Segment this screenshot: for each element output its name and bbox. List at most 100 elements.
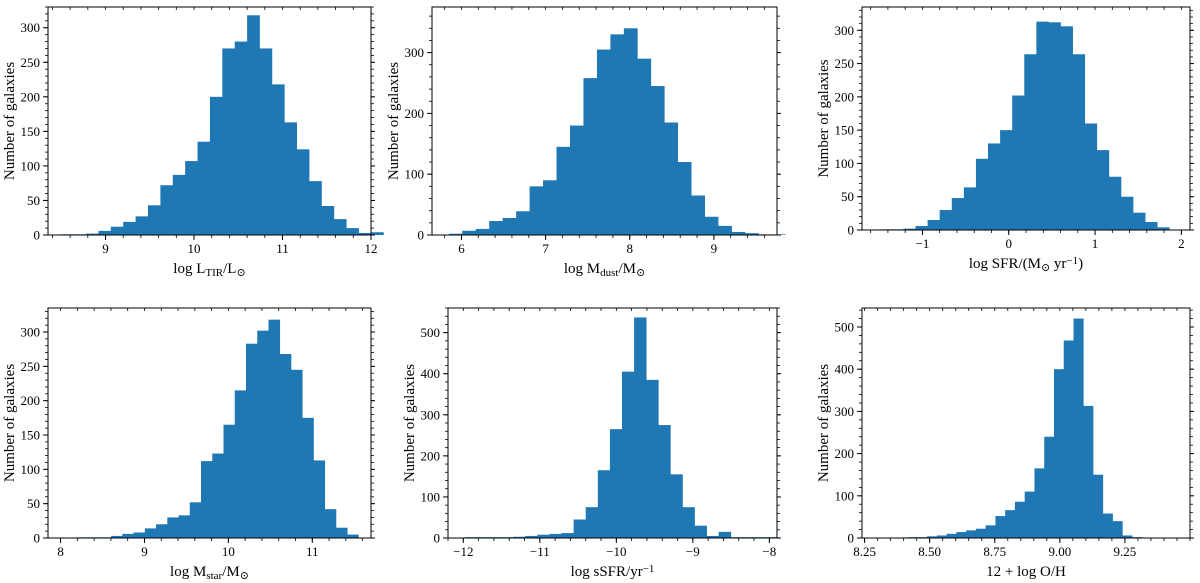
x-tick-label: 12 [365, 241, 378, 256]
x-tick-label: −11 [530, 544, 550, 559]
histogram-bar [561, 533, 574, 538]
histogram-bar [135, 216, 149, 235]
histogram-bar [516, 211, 530, 235]
y-tick-label: 50 [27, 496, 40, 511]
histogram-bar [259, 48, 273, 236]
histogram-bar [1112, 521, 1123, 538]
histogram-bar [573, 519, 587, 538]
y-axis-label: Number of galaxies [386, 62, 402, 180]
histogram-bar [144, 528, 157, 538]
histogram-bar [189, 502, 202, 538]
x-axis-label: 12 + log O/H [986, 564, 1066, 580]
y-tick-label: 500 [421, 325, 441, 340]
y-tick-label: 100 [405, 167, 425, 182]
x-tick-label: 10 [222, 544, 235, 559]
x-tick-label: 11 [276, 241, 289, 256]
histogram-bar [302, 417, 314, 538]
histogram-bar [543, 180, 557, 235]
histogram-bar [664, 122, 679, 235]
histogram-bar [209, 96, 223, 235]
y-tick-label: 200 [21, 89, 41, 104]
histogram-bar [650, 86, 665, 235]
histogram-bar [111, 535, 123, 538]
histogram-bar [279, 354, 292, 538]
histogram-bar [268, 319, 281, 538]
x-axis-label: log Mstar/M⊙ [170, 564, 249, 582]
histogram-bar [623, 28, 638, 236]
histogram-bar [1096, 150, 1110, 230]
histogram-bar [927, 220, 941, 230]
histogram-bar [537, 534, 550, 538]
histogram-bar [718, 225, 732, 235]
x-axis-label: log LTIR/L⊙ [173, 261, 245, 279]
histogram-bar [704, 216, 719, 235]
histogram-panel: 8.25 8.50 8.75 9.00 9.25 0 100 200 300 400 500 Numb… [816, 307, 1194, 580]
y-tick-label: 400 [835, 362, 855, 377]
histogram-bar [694, 525, 707, 538]
histogram-bar [585, 507, 599, 538]
histogram-bar [634, 317, 647, 538]
y-tick-label: 300 [21, 20, 41, 35]
histogram-bar [621, 371, 635, 538]
histogram-bar [745, 233, 759, 235]
y-tick-label: 0 [34, 531, 41, 546]
histogram-bar [956, 532, 967, 538]
axes-frame [47, 6, 372, 236]
histogram-bar [1005, 510, 1016, 538]
histogram-bar [110, 226, 124, 235]
histogram-bar [1044, 436, 1055, 538]
histogram-bar [915, 226, 928, 230]
x-tick-label: 9 [102, 241, 109, 256]
y-tick-label: 0 [434, 531, 441, 546]
histogram-bar [1024, 491, 1035, 538]
y-tick-label: 50 [841, 189, 854, 204]
y-tick-label: 200 [405, 106, 425, 121]
histogram-bar [975, 158, 989, 230]
x-tick-label: 9.25 [1114, 544, 1137, 559]
histogram-bar [975, 528, 986, 538]
histogram-bar [296, 149, 310, 235]
x-tick-label: −9 [686, 544, 700, 559]
histogram-bar [346, 228, 359, 235]
y-axis-label: Number of galaxies [402, 364, 418, 482]
histogram-bar [1073, 318, 1084, 538]
histogram-bar [691, 195, 705, 235]
histogram-bar [333, 219, 347, 235]
histogram-bar [321, 205, 335, 235]
histogram-bar [718, 531, 732, 538]
histogram-panel: −12 −11 −10 −9 −8 0 100 200 300 400 500 Number of g… [402, 307, 781, 580]
histogram-bar [133, 532, 146, 538]
histogram-bar [122, 533, 134, 538]
y-tick-label: 100 [835, 488, 855, 503]
histogram-panel: 9 10 11 12 0 50 100 150 200 250 300 Number of galax… [2, 6, 384, 279]
histogram-bar [1122, 535, 1133, 538]
histogram-bar [596, 49, 611, 236]
histogram-bar [513, 536, 526, 538]
y-tick-label: 250 [21, 359, 41, 374]
histogram-bar [609, 429, 623, 538]
y-tick-label: 250 [21, 55, 41, 70]
histogram-bar [549, 533, 562, 538]
y-tick-label: 0 [848, 531, 855, 546]
histogram-panel: 8 9 10 11 0 50 100 150 200 250 300 Number of galaxi… [2, 307, 375, 582]
histogram-bar [160, 185, 174, 235]
histogram-bar [1014, 501, 1026, 538]
y-tick-label: 400 [421, 366, 441, 381]
y-tick-label: 200 [835, 89, 855, 104]
histogram-bar [448, 233, 463, 235]
x-tick-label: 9 [711, 241, 718, 256]
y-tick-label: 200 [835, 446, 855, 461]
x-axis-label: log SFR/(M⊙ yr−1) [969, 255, 1083, 274]
histogram-bar [185, 161, 198, 235]
histogram-bar [966, 530, 977, 538]
x-tick-label: 8 [57, 544, 64, 559]
histogram-bar [951, 198, 965, 230]
histogram-bar [1000, 130, 1013, 230]
histogram-bar [178, 515, 191, 538]
histogram-bar [1072, 54, 1086, 231]
x-axis-label: log Mdust/M⊙ [564, 261, 645, 279]
histogram-bar [313, 460, 326, 538]
y-tick-label: 300 [21, 325, 41, 340]
histogram-bar [1034, 468, 1045, 538]
